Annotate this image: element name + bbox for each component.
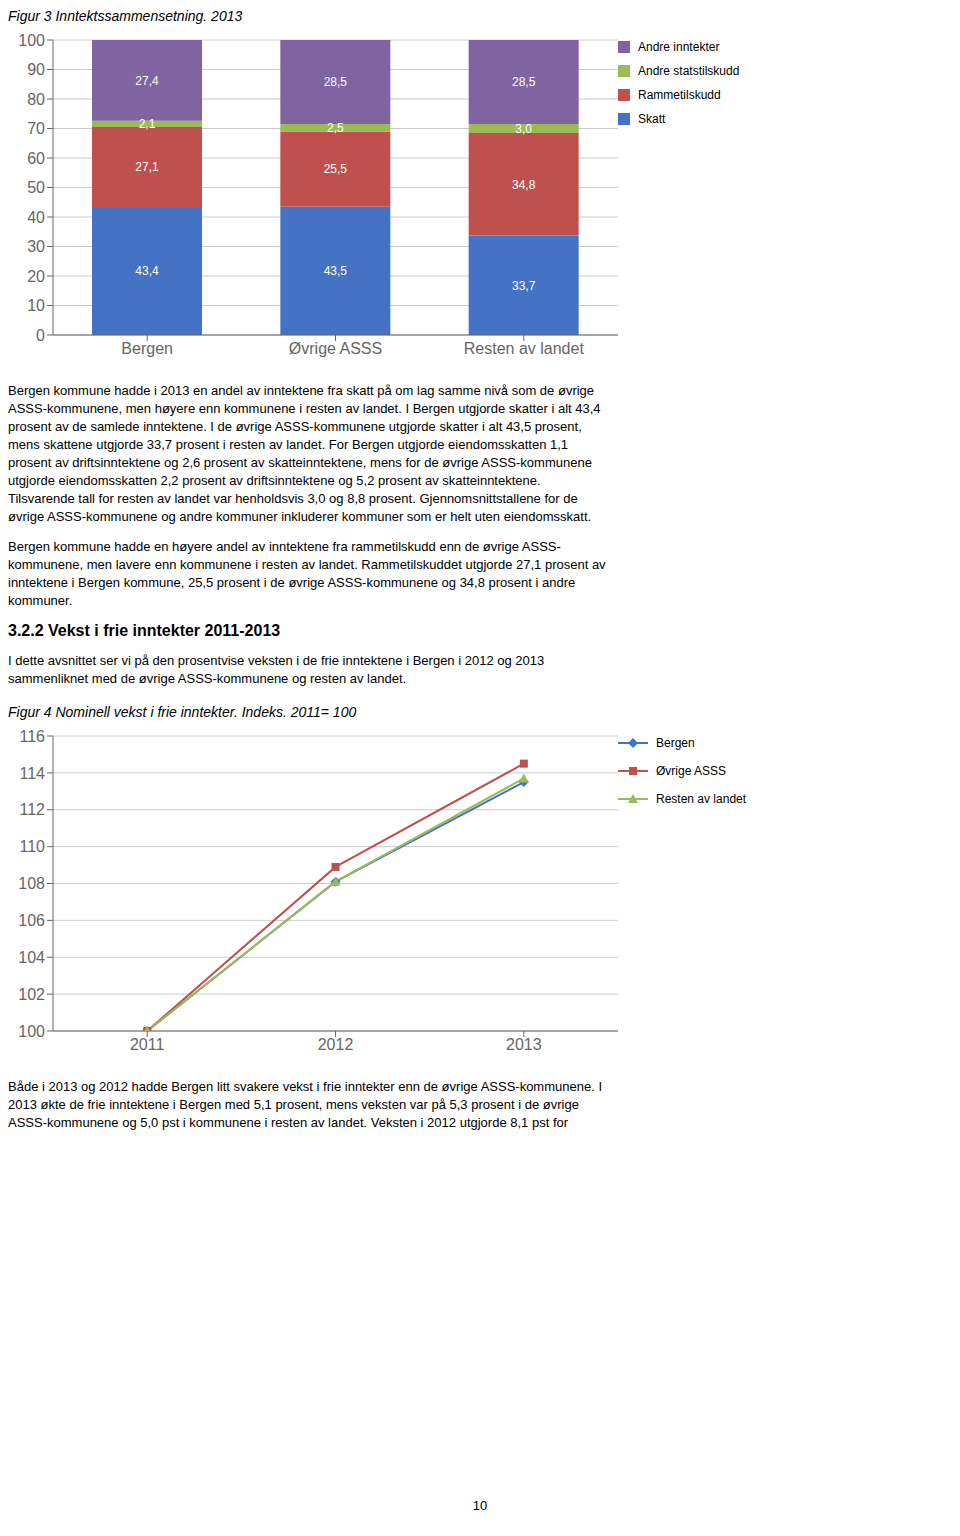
html-text:kommunene, men lavere enn komm: kommunene, men lavere enn kommunene i re… bbox=[8, 557, 606, 572]
html-text:prosent av de samlede inntekte: prosent av de samlede inntektene. I de ø… bbox=[8, 419, 582, 434]
svg-text:100: 100 bbox=[18, 1023, 45, 1040]
html-text:ASSS-kommunene, men høyere enn: ASSS-kommunene, men høyere enn kommunene… bbox=[8, 401, 601, 416]
html-text:2013 økte de frie inntektene i: 2013 økte de frie inntektene i Bergen me… bbox=[8, 1097, 579, 1112]
svg-text:40: 40 bbox=[27, 209, 45, 226]
svg-text:114: 114 bbox=[19, 765, 45, 782]
html-text:Rammetilskudd: Rammetilskudd bbox=[638, 88, 721, 102]
html-text:Figur 4 Nominell vekst i frie: Figur 4 Nominell vekst i frie inntekter.… bbox=[8, 704, 357, 720]
svg-text:116: 116 bbox=[19, 728, 45, 745]
svg-text:104: 104 bbox=[18, 949, 45, 966]
svg-text:Resten av landet: Resten av landet bbox=[464, 340, 585, 357]
svg-text:2012: 2012 bbox=[318, 1036, 354, 1053]
svg-text:70: 70 bbox=[27, 120, 45, 137]
html-text:kommuner.: kommuner. bbox=[8, 593, 73, 608]
html-text:Skatt: Skatt bbox=[638, 112, 666, 126]
html-text:Figur 3 Inntektssammensetning.: Figur 3 Inntektssammensetning. 2013 bbox=[8, 8, 243, 24]
svg-text:27,1: 27,1 bbox=[135, 160, 159, 174]
svg-text:2011: 2011 bbox=[130, 1036, 165, 1053]
svg-text:20: 20 bbox=[27, 268, 45, 285]
svg-text:0: 0 bbox=[36, 327, 45, 344]
html-text:Både i 2013 og 2012 hadde Berg: Både i 2013 og 2012 hadde Bergen litt sv… bbox=[8, 1079, 602, 1094]
svg-text:90: 90 bbox=[27, 61, 45, 78]
svg-text:25,5: 25,5 bbox=[324, 162, 348, 176]
svg-text:28,5: 28,5 bbox=[512, 75, 536, 89]
html-text:Bergen: Bergen bbox=[656, 736, 695, 750]
html-text:øvrige ASSS-kommunene og andre: øvrige ASSS-kommunene og andre kommuner … bbox=[8, 509, 592, 524]
svg-text:106: 106 bbox=[18, 912, 45, 929]
svg-text:60: 60 bbox=[27, 150, 45, 167]
html-text:Tilsvarende tall for resten av: Tilsvarende tall for resten av landet va… bbox=[8, 491, 578, 506]
svg-text:108: 108 bbox=[18, 875, 45, 892]
svg-text:50: 50 bbox=[27, 179, 45, 196]
svg-text:2,5: 2,5 bbox=[327, 121, 344, 135]
svg-text:10: 10 bbox=[27, 297, 45, 314]
html-text:sammenliknet med de øvrige ASS: sammenliknet med de øvrige ASSS-kommunen… bbox=[8, 671, 407, 686]
html-text:utgjorde eiendomsskatten 2,2 p: utgjorde eiendomsskatten 2,2 prosent av … bbox=[8, 473, 541, 488]
html-text:mens skattene utgjorde 33,7 pr: mens skattene utgjorde 33,7 prosent i re… bbox=[8, 437, 569, 452]
html-text:10: 10 bbox=[472, 1498, 488, 1513]
svg-text:102: 102 bbox=[18, 986, 45, 1003]
html-text:Andre inntekter: Andre inntekter bbox=[638, 40, 720, 54]
html-text:Øvrige ASSS: Øvrige ASSS bbox=[656, 764, 726, 778]
html-text:I dette avsnittet ser vi på de: I dette avsnittet ser vi på den prosentv… bbox=[8, 653, 545, 668]
html-text:ASSS-kommunene og 5,0 pst i ko: ASSS-kommunene og 5,0 pst i kommunene i … bbox=[8, 1115, 569, 1130]
svg-text:2013: 2013 bbox=[506, 1036, 542, 1053]
html-text:prosent av driftsinntektene og: prosent av driftsinntektene og 2,6 prose… bbox=[8, 455, 592, 470]
svg-text:80: 80 bbox=[27, 91, 45, 108]
html-text:3.2.2 Vekst i frie inntekter 2: 3.2.2 Vekst i frie inntekter 2011-2013 bbox=[8, 622, 281, 639]
svg-text:27,4: 27,4 bbox=[135, 74, 159, 88]
svg-text:2,1: 2,1 bbox=[139, 117, 156, 131]
html-text:Resten av landet: Resten av landet bbox=[656, 792, 747, 806]
svg-text:3,0: 3,0 bbox=[515, 122, 532, 136]
svg-text:33,7: 33,7 bbox=[512, 279, 536, 293]
svg-text:Øvrige ASSS: Øvrige ASSS bbox=[289, 340, 382, 357]
svg-text:28,5: 28,5 bbox=[324, 75, 348, 89]
html-text:Bergen kommune hadde en høyere: Bergen kommune hadde en høyere andel av … bbox=[8, 539, 561, 554]
html-text:Bergen kommune hadde i 2013 en: Bergen kommune hadde i 2013 en andel av … bbox=[8, 383, 595, 398]
svg-text:100: 100 bbox=[18, 32, 45, 49]
svg-text:Bergen: Bergen bbox=[121, 340, 173, 357]
svg-text:112: 112 bbox=[19, 801, 45, 818]
svg-text:43,4: 43,4 bbox=[135, 264, 159, 278]
svg-text:43,5: 43,5 bbox=[324, 264, 348, 278]
html-text:Andre statstilskudd: Andre statstilskudd bbox=[638, 64, 740, 78]
svg-text:110: 110 bbox=[19, 838, 45, 855]
html-text:inntektene i Bergen kommune, 2: inntektene i Bergen kommune, 25,5 prosen… bbox=[8, 575, 576, 590]
svg-text:34,8: 34,8 bbox=[512, 178, 536, 192]
svg-text:30: 30 bbox=[27, 238, 45, 255]
